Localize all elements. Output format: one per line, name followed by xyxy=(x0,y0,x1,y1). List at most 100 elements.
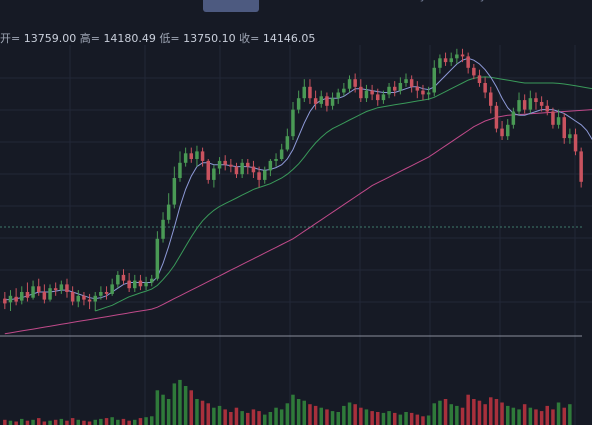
volume-bar xyxy=(426,415,431,425)
candle-body xyxy=(144,282,148,287)
volume-bar xyxy=(477,400,482,425)
volume-bar xyxy=(195,399,199,425)
volume-bar xyxy=(31,419,35,425)
candle-body xyxy=(511,111,516,125)
tab-5day[interactable]: 5day xyxy=(452,0,492,12)
volume-bar xyxy=(217,405,222,425)
candle-body xyxy=(568,134,572,139)
candle-body xyxy=(166,204,171,220)
ma-fast-line xyxy=(4,57,592,301)
volume-bar xyxy=(455,405,459,425)
candle-body xyxy=(121,274,126,281)
volume-bar xyxy=(65,420,69,425)
candle-body xyxy=(155,238,160,279)
candle-body xyxy=(551,111,555,125)
tab-4hour[interactable]: 4hour xyxy=(335,0,381,12)
candle-body xyxy=(234,166,239,175)
candle-body xyxy=(25,292,30,298)
volume-bar xyxy=(76,419,80,425)
tab-1min[interactable]: 1min xyxy=(0,0,46,12)
candle-body xyxy=(42,292,47,300)
candle-body xyxy=(539,102,544,106)
candle-body xyxy=(404,79,408,83)
volume-bar xyxy=(246,412,250,425)
candle-body xyxy=(426,92,431,95)
volume-bar xyxy=(534,409,538,425)
volume-bar xyxy=(556,402,561,425)
ma-mid-line xyxy=(95,76,592,312)
candle-body xyxy=(579,151,583,182)
candle-body xyxy=(370,90,374,95)
candle-body xyxy=(472,67,476,76)
candle-body xyxy=(319,96,323,104)
candle-body xyxy=(8,295,13,303)
candle-body xyxy=(104,292,109,294)
candle-body xyxy=(364,90,369,99)
volume-bar xyxy=(144,417,148,425)
volume-bar xyxy=(319,407,323,425)
volume-bar xyxy=(545,405,549,425)
volume-bar xyxy=(251,409,256,425)
candle-body xyxy=(285,136,290,150)
volume-bar xyxy=(415,414,420,425)
candle-body xyxy=(161,219,165,239)
candle-body xyxy=(347,79,352,89)
volume-bar xyxy=(347,402,352,425)
volume-bar xyxy=(489,397,493,425)
candle-body xyxy=(573,134,578,152)
candle-body xyxy=(212,168,216,180)
candle-body xyxy=(393,86,397,91)
volume-bar xyxy=(121,418,126,425)
volume-bar xyxy=(212,407,216,425)
volume-bar xyxy=(528,407,533,425)
candle-body xyxy=(133,280,137,289)
candle-body xyxy=(268,160,273,171)
low-label: 低= xyxy=(159,32,180,45)
volume-bar xyxy=(200,400,205,425)
candle-body xyxy=(562,117,566,139)
candle-body xyxy=(183,153,188,163)
candle-body xyxy=(172,178,177,205)
candle-body xyxy=(387,86,391,95)
tab-15min[interactable]: 15min xyxy=(148,0,194,12)
volume-bar xyxy=(234,407,239,425)
volume-bar xyxy=(133,419,137,425)
candle-body xyxy=(229,164,233,167)
candle-body xyxy=(409,79,414,87)
timeframe-tabs: 1min 5min 15min 30min 1hour 4hour 1day 5day 1wee… xyxy=(0,0,592,12)
volume-bar xyxy=(539,411,544,425)
tab-1hour[interactable]: 1hour xyxy=(272,0,318,12)
candle-body xyxy=(87,299,92,302)
tab-1day[interactable]: 1day xyxy=(392,0,432,12)
tab-30min[interactable]: 30min xyxy=(203,0,259,12)
candle-body xyxy=(274,159,278,161)
candle-body xyxy=(500,128,504,137)
volume-bar xyxy=(48,420,52,425)
volume-bar xyxy=(59,418,64,425)
volume-bar xyxy=(93,419,97,425)
candle-body xyxy=(330,98,335,106)
high-value: 14180.49 xyxy=(103,32,156,45)
volume-bar xyxy=(263,414,267,425)
volume-bar xyxy=(393,412,397,425)
candle-body xyxy=(70,292,75,302)
volume-bar xyxy=(460,407,465,425)
candle-body xyxy=(483,83,487,93)
volume-bar xyxy=(449,404,453,425)
tab-1m[interactable]: 1m xyxy=(572,0,592,12)
candle-body xyxy=(251,166,256,173)
volume-bar xyxy=(279,409,284,425)
tab-1week[interactable]: 1week xyxy=(505,0,555,12)
candle-body xyxy=(178,162,182,178)
volume-bar xyxy=(291,394,295,425)
candle-body xyxy=(3,298,7,304)
volume-bar xyxy=(421,416,425,425)
volume-bar xyxy=(302,400,306,425)
candle-body xyxy=(138,280,143,287)
tab-5min[interactable]: 5min xyxy=(80,0,126,12)
candle-body xyxy=(556,117,561,125)
volume-bar xyxy=(161,394,165,425)
candle-body xyxy=(432,67,436,93)
